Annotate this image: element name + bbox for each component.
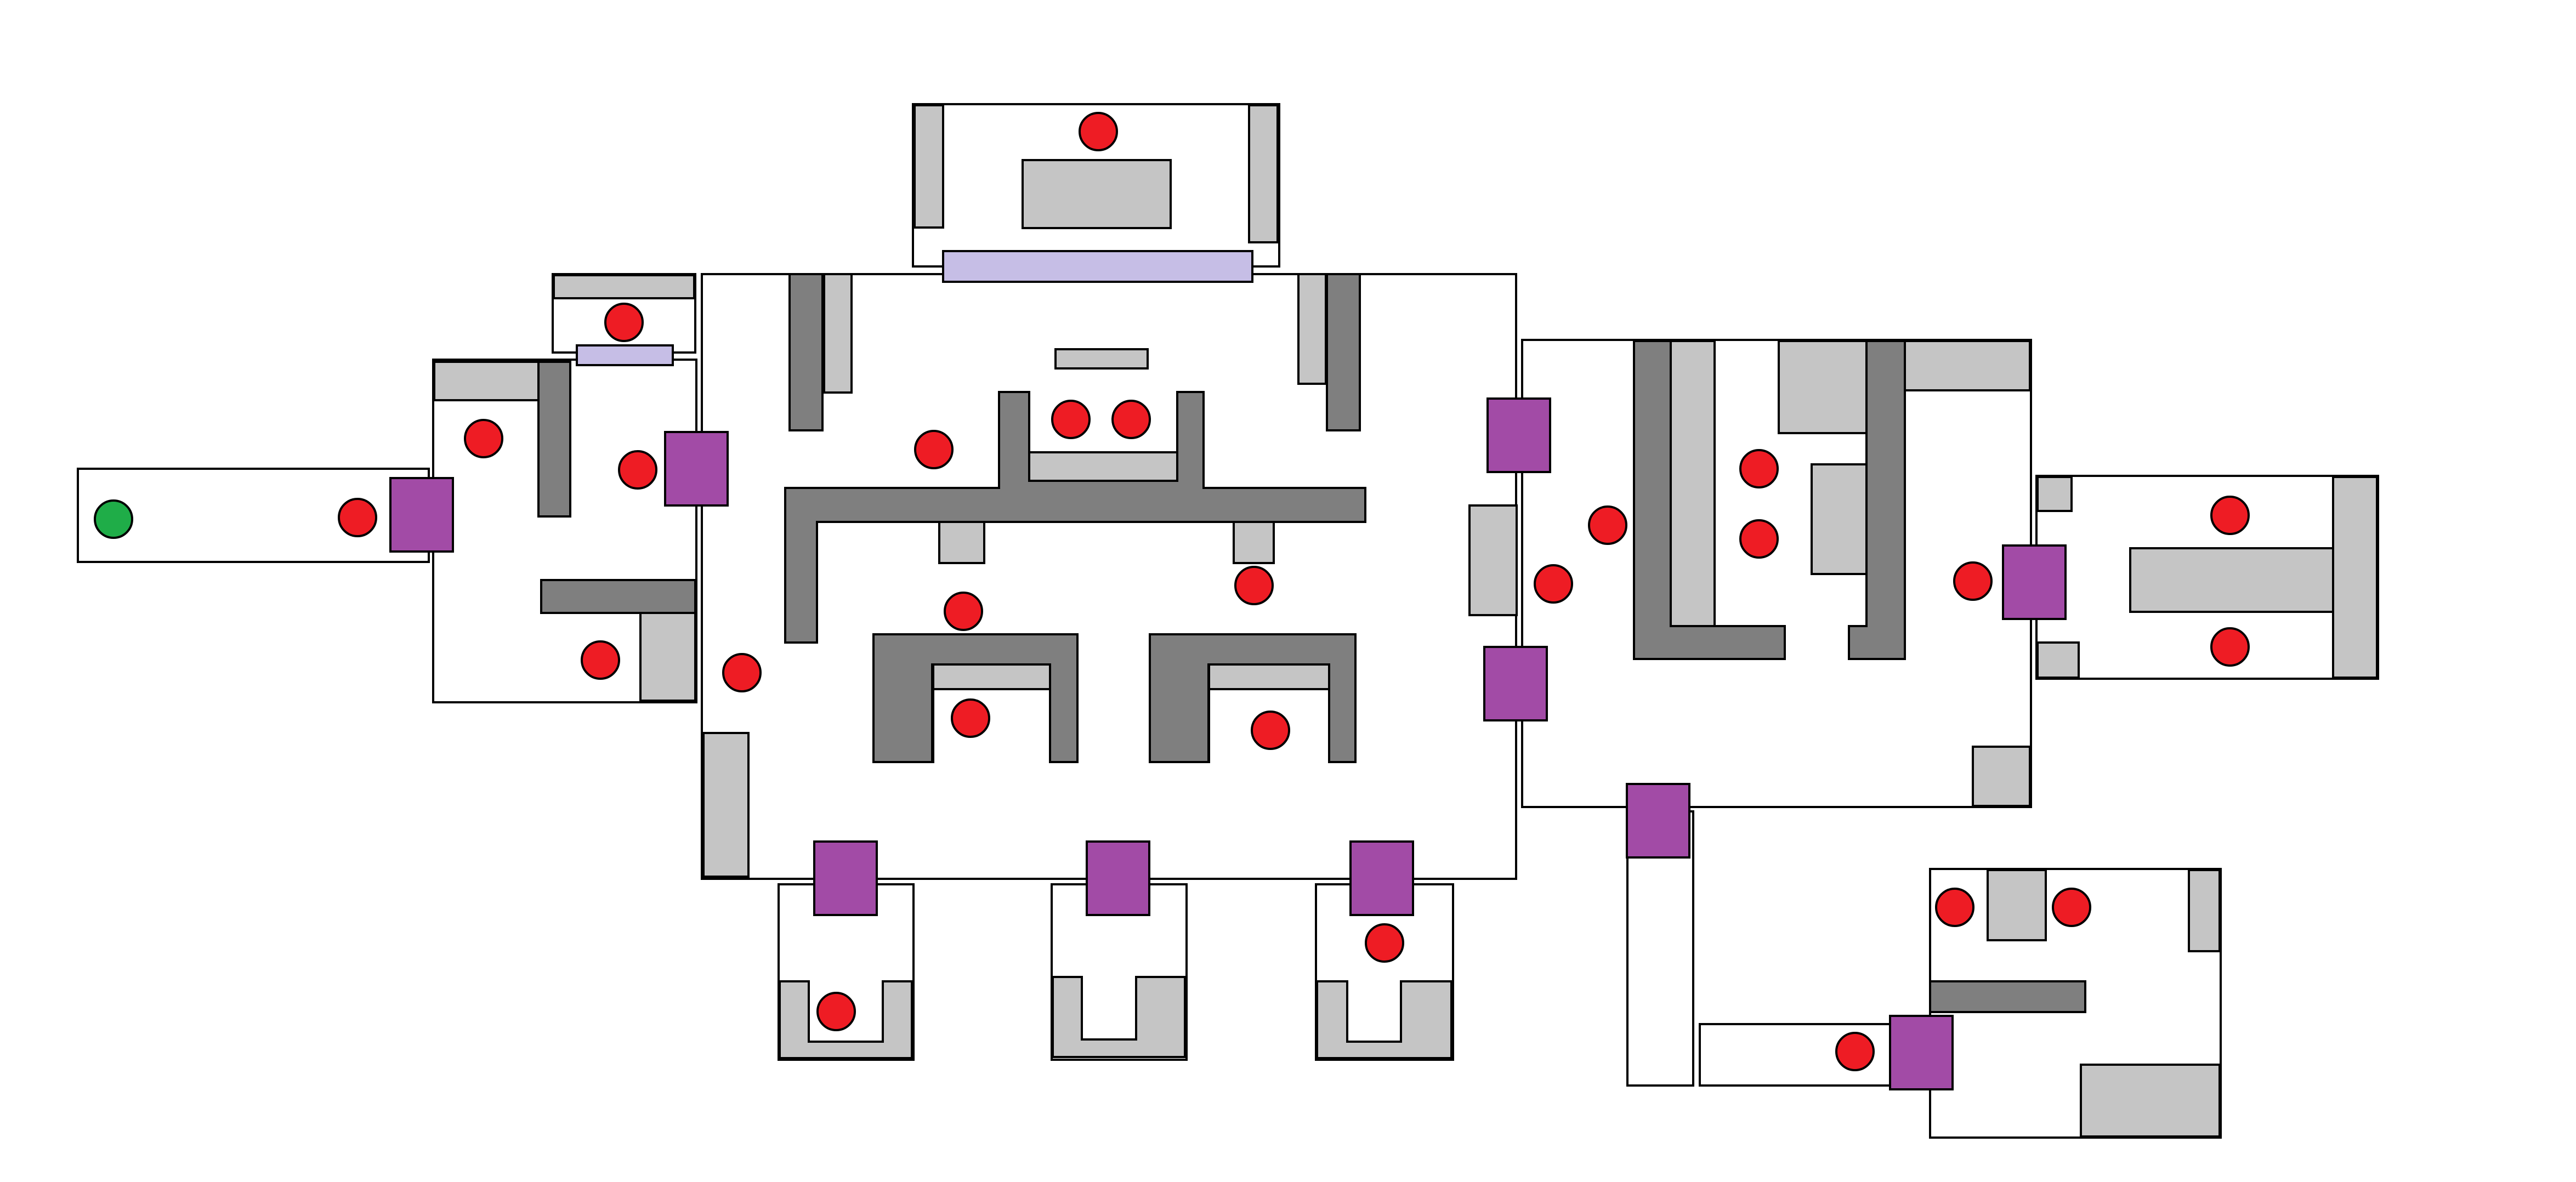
enemy-marker xyxy=(816,992,856,1031)
door xyxy=(813,840,878,916)
enemy-marker xyxy=(604,303,644,342)
enemies xyxy=(338,112,2250,1071)
high-walls xyxy=(537,273,2086,1013)
cover-block xyxy=(1054,348,1149,370)
cover-block xyxy=(553,274,695,299)
cover-block xyxy=(1248,104,1279,243)
door xyxy=(1486,397,1551,473)
cover-block xyxy=(1778,340,1868,434)
door xyxy=(1349,840,1414,916)
door xyxy=(1086,840,1150,916)
cover-block xyxy=(639,612,696,702)
door xyxy=(2002,544,2067,620)
enemy-marker xyxy=(2052,888,2091,927)
wall-block xyxy=(537,361,571,518)
wall-block xyxy=(540,579,696,614)
cover-block xyxy=(1028,451,1178,482)
enemy-marker xyxy=(464,419,503,458)
wall-block xyxy=(1326,273,1361,431)
cover-block xyxy=(2188,869,2221,952)
player-start xyxy=(94,499,133,539)
wall-block xyxy=(1848,340,1906,660)
cover-block xyxy=(2332,476,2378,679)
window xyxy=(576,344,674,366)
cover-block xyxy=(931,663,1051,690)
enemy-marker xyxy=(1935,888,1974,927)
room-east xyxy=(1521,339,2032,808)
enemy-marker xyxy=(2210,496,2250,535)
cover-block xyxy=(702,732,750,878)
enemy-marker xyxy=(1079,112,1118,151)
cover-block xyxy=(1811,463,1869,575)
cover-block xyxy=(1904,340,2031,391)
enemy-marker xyxy=(944,592,983,631)
cover-block xyxy=(1670,340,1716,627)
cover-block xyxy=(2036,476,2073,512)
enemy-marker xyxy=(1051,400,1091,439)
enemy-marker xyxy=(1588,505,1627,545)
enemy-marker xyxy=(1534,564,1573,604)
wall-block xyxy=(1929,980,2086,1013)
enemy-marker xyxy=(1739,519,1779,559)
cover-block xyxy=(1468,504,1518,616)
player-start-marker xyxy=(94,499,133,539)
enemy-marker xyxy=(1739,449,1779,488)
doors xyxy=(389,397,2067,1090)
windows xyxy=(576,250,1253,366)
cover-u xyxy=(1052,976,1186,1058)
door xyxy=(1626,783,1690,859)
enemy-marker xyxy=(722,653,762,692)
cover-block xyxy=(1207,663,1330,690)
door xyxy=(1483,646,1548,721)
cover-u xyxy=(779,980,913,1059)
wall-block xyxy=(1149,633,1357,763)
enemy-marker xyxy=(338,498,377,537)
cover-block xyxy=(2036,641,2080,679)
cover-block xyxy=(1972,746,2031,807)
wall-block xyxy=(1633,340,1786,660)
wall-block xyxy=(872,633,1079,763)
enemy-marker xyxy=(1953,561,1993,601)
enemy-marker xyxy=(581,640,620,680)
cover-block xyxy=(938,521,985,564)
cover-block xyxy=(2080,1064,2221,1138)
window xyxy=(942,250,1253,283)
wall-block xyxy=(784,391,1366,644)
door xyxy=(389,477,454,553)
cover-block xyxy=(1987,869,2047,941)
cover-block xyxy=(433,361,540,401)
cover-block xyxy=(1022,159,1172,229)
enemy-marker xyxy=(1835,1032,1875,1071)
cover-block xyxy=(1233,521,1275,564)
cover-block xyxy=(1297,273,1327,385)
door xyxy=(1889,1015,1954,1090)
cover-block xyxy=(2129,547,2335,613)
enemy-marker xyxy=(618,450,657,490)
enemy-marker xyxy=(1234,566,1274,605)
enemy-marker xyxy=(1111,400,1151,439)
cover-block xyxy=(823,273,853,394)
enemy-marker xyxy=(2210,627,2250,667)
enemy-marker xyxy=(1365,923,1404,963)
cover-block xyxy=(913,104,944,229)
enemy-marker xyxy=(914,430,954,469)
wall-block xyxy=(788,273,824,431)
cover-u xyxy=(1316,980,1452,1059)
door xyxy=(664,431,729,507)
enemy-marker xyxy=(951,698,990,738)
enemy-marker xyxy=(1251,711,1290,750)
